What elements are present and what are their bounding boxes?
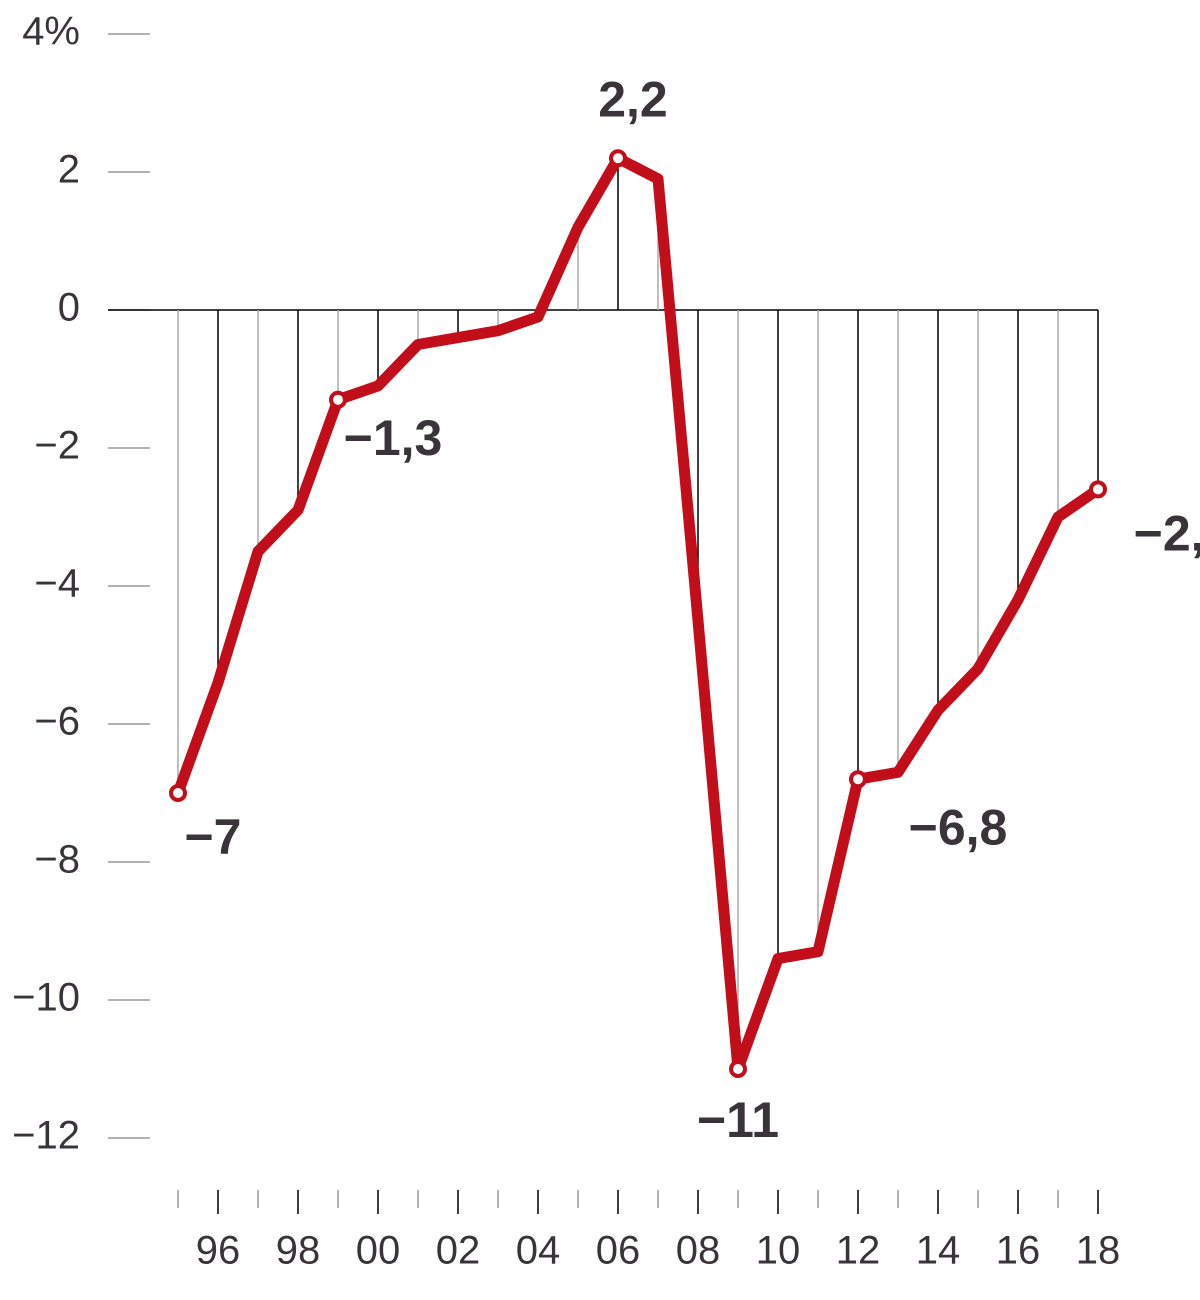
point-marker (1089, 480, 1107, 499)
x-tick-label: 02 (436, 1229, 481, 1273)
value-label: 2,2 (598, 71, 668, 127)
x-tick-label: 10 (756, 1229, 801, 1273)
x-tick-label: 12 (836, 1229, 881, 1273)
value-label: −2,6 (1134, 506, 1200, 562)
x-tick-label: 06 (596, 1229, 641, 1273)
x-tick-label: 00 (356, 1229, 401, 1273)
x-tick-label: 14 (916, 1229, 961, 1273)
x-tick-label: 04 (516, 1229, 561, 1273)
data-line (172, 152, 1102, 1075)
value-label: −7 (184, 809, 241, 865)
y-tick-label: −10 (12, 976, 80, 1020)
y-tick-label: −6 (34, 700, 80, 744)
value-label: −1,3 (344, 410, 443, 466)
value-label: −11 (697, 1092, 779, 1148)
x-tick-label: 16 (996, 1229, 1041, 1273)
x-tick-label: 18 (1076, 1229, 1121, 1273)
x-tick-label: 98 (276, 1229, 321, 1273)
point-marker (329, 390, 347, 409)
y-tick-label: −12 (12, 1114, 80, 1158)
value-label: −6,8 (909, 799, 1008, 855)
x-tick-label: 96 (196, 1229, 241, 1273)
y-tick-label: −4 (34, 562, 80, 606)
y-tick-label: −8 (34, 838, 80, 882)
point-marker (169, 784, 187, 802)
y-tick-label: 2 (58, 148, 80, 192)
y-tick-label: −2 (34, 424, 80, 468)
point-marker (609, 149, 627, 168)
x-tick-label: 08 (676, 1229, 721, 1273)
point-marker (729, 1060, 747, 1078)
y-tick-label: 4% (22, 10, 80, 54)
point-marker (849, 770, 867, 789)
y-tick-label: 0 (58, 286, 80, 330)
